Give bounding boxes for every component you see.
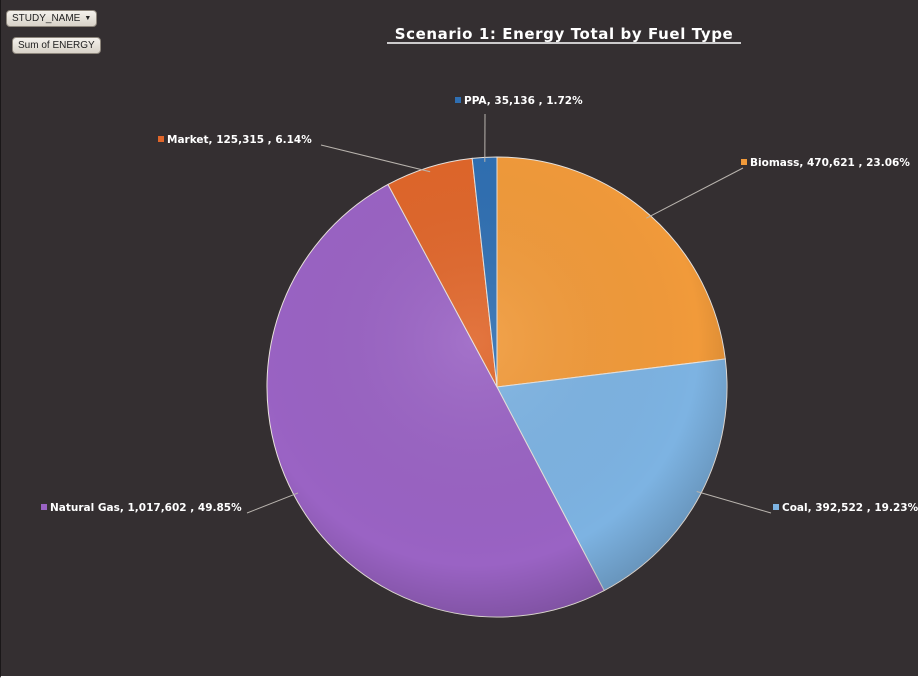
legend-key-icon xyxy=(158,136,164,142)
legend-key-icon xyxy=(455,97,461,103)
study-name-field-button[interactable]: STUDY_NAME ▼ xyxy=(6,10,98,27)
data-label-coal: Coal, 392,522 , 19.23% xyxy=(782,502,918,514)
legend-key-icon xyxy=(773,504,779,510)
legend-key-icon xyxy=(741,159,747,165)
data-label-ppa: PPA, 35,136 , 1.72% xyxy=(464,95,583,107)
leader-line xyxy=(696,491,772,514)
data-labels: Biomass, 470,621 , 23.06% Coal, 392,522 ,… xyxy=(41,95,918,514)
leader-line xyxy=(320,144,431,173)
data-label-natural-gas: Natural Gas, 1,017,602 , 49.85% xyxy=(50,502,242,514)
sum-of-energy-label: Sum of ENERGY xyxy=(18,40,95,51)
leader-line xyxy=(246,492,299,514)
pie-slices xyxy=(266,156,728,618)
dropdown-arrow-icon[interactable]: ▼ xyxy=(84,15,92,22)
leader-line xyxy=(646,167,744,219)
legend-key-icon xyxy=(41,504,47,510)
data-label-biomass: Biomass, 470,621 , 23.06% xyxy=(750,157,910,169)
study-name-field-label: STUDY_NAME xyxy=(12,13,81,24)
data-label-market: Market, 125,315 , 6.14% xyxy=(167,134,312,146)
sum-of-energy-field-button[interactable]: Sum of ENERGY xyxy=(12,37,101,54)
pie-slice-biomass xyxy=(496,156,726,388)
chart-title: Scenario 1: Energy Total by Fuel Type xyxy=(395,25,734,43)
